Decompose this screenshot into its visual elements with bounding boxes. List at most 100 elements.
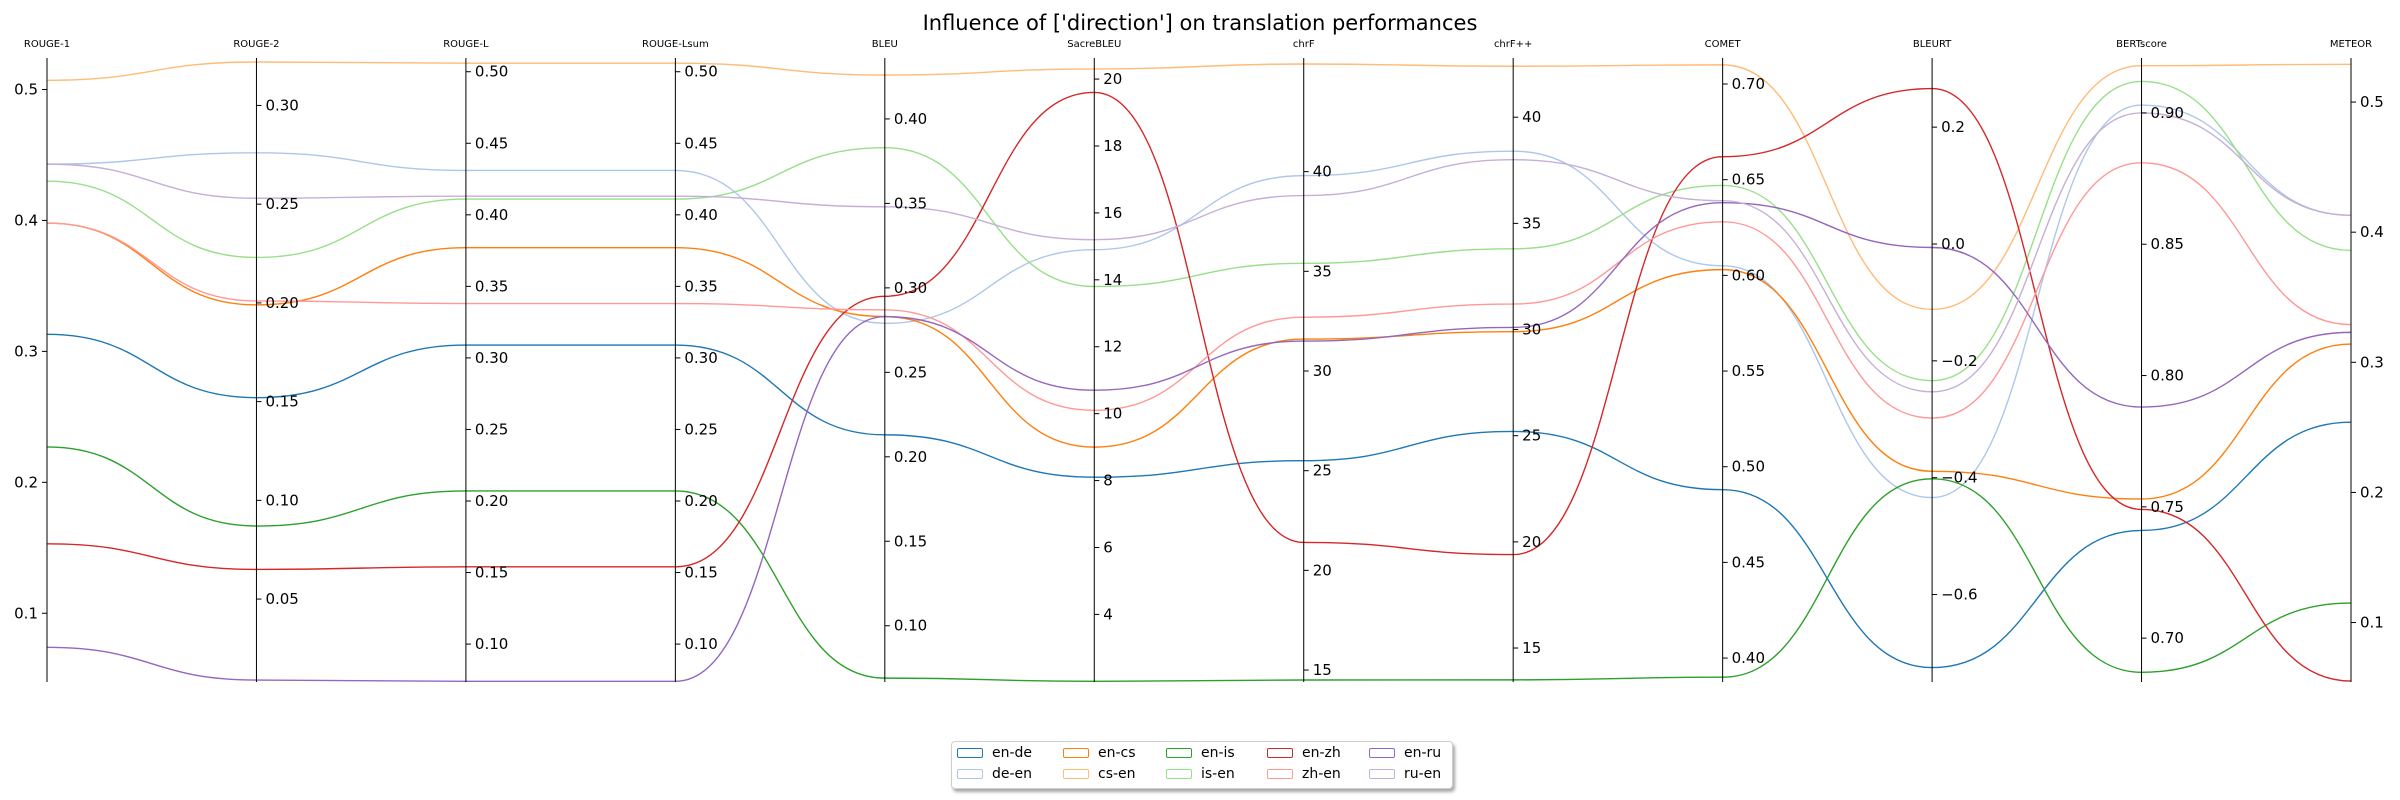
tick-label: 4 — [1103, 605, 1113, 623]
tick-label: 0.15 — [684, 564, 717, 582]
tick-label: 0.45 — [475, 134, 508, 152]
tick-label: −0.6 — [1941, 586, 1977, 604]
series-line-en-zh — [46, 87, 2352, 682]
tick-label: 15 — [1522, 639, 1541, 657]
tick-label: 0.40 — [1732, 649, 1765, 667]
axis-label: SacreBLEU — [1067, 39, 1121, 50]
axis-label: ROUGE-Lsum — [642, 39, 709, 50]
legend-swatch — [1063, 769, 1089, 779]
legend-item-en-de: en-de — [957, 744, 1032, 762]
tick-label: 0.90 — [2151, 104, 2184, 122]
legend-label: ru-en — [1404, 766, 1442, 782]
tick-label: 0.50 — [475, 63, 508, 81]
series-line-en-is — [46, 446, 2352, 683]
legend-swatch — [1063, 748, 1089, 758]
tick-label: 25 — [1313, 462, 1332, 480]
axis-label: BLEU — [872, 39, 898, 50]
tick-label: 0.15 — [894, 532, 927, 550]
tick-label: 0.05 — [265, 590, 298, 608]
tick-label: 40 — [1313, 163, 1332, 181]
legend-item-de-en: de-en — [957, 765, 1032, 783]
legend-swatch — [1369, 769, 1395, 779]
legend-swatch — [957, 769, 983, 779]
series-line-cs-en — [46, 61, 2352, 311]
tick-label: 0.1 — [2360, 614, 2384, 632]
tick-label: 20 — [1103, 70, 1122, 88]
tick-label: 0.4 — [14, 211, 38, 229]
tick-label: 0.30 — [265, 96, 298, 114]
chart-title: Influence of ['direction'] on translatio… — [923, 11, 1478, 35]
legend-label: en-ru — [1404, 745, 1442, 761]
tick-label: 0.35 — [475, 277, 508, 295]
tick-label: 0.35 — [894, 194, 927, 212]
tick-label: 0.30 — [475, 349, 508, 367]
legend-item-ru-en: ru-en — [1369, 765, 1441, 783]
tick-label: 0.80 — [2151, 367, 2184, 385]
legend-item-en-ru: en-ru — [1369, 744, 1441, 762]
axes: ROUGE-1 0.1 0.2 0.3 0.4 0.5 ROUGE-2 0.05 0.10 0.1… — [14, 39, 2384, 682]
tick-label: 0.10 — [475, 635, 508, 653]
legend-swatch — [1166, 769, 1192, 779]
tick-label: 0.10 — [894, 617, 927, 635]
axis-label: chrF — [1293, 39, 1315, 50]
tick-label: 0.60 — [1732, 266, 1765, 284]
tick-label: 0.40 — [684, 206, 717, 224]
tick-label: −0.4 — [1941, 469, 1977, 487]
tick-label: 0.20 — [475, 492, 508, 510]
tick-label: 0.5 — [2360, 93, 2384, 111]
tick-label: 0.30 — [684, 349, 717, 367]
tick-label: 18 — [1103, 137, 1122, 155]
tick-label: 0.65 — [1732, 171, 1765, 189]
series-lines — [46, 61, 2352, 683]
axis-label: chrF++ — [1494, 39, 1532, 50]
tick-label: −0.2 — [1941, 352, 1977, 370]
tick-label: 14 — [1103, 271, 1122, 289]
legend-item-cs-en: cs-en — [1063, 765, 1136, 783]
tick-label: 6 — [1103, 538, 1113, 556]
tick-label: 0.25 — [475, 420, 508, 438]
tick-label: 8 — [1103, 472, 1113, 490]
axis-label: BLEURT — [1913, 39, 1952, 50]
series-line-en-de — [46, 333, 2352, 669]
legend-item-en-cs: en-cs — [1063, 744, 1136, 762]
tick-label: 0.30 — [894, 279, 927, 297]
tick-label: 20 — [1522, 533, 1541, 551]
tick-label: 0.85 — [2151, 235, 2184, 253]
tick-label: 25 — [1522, 427, 1541, 445]
tick-label: 35 — [1522, 214, 1541, 232]
axis-label: BERTscore — [2116, 39, 2167, 50]
tick-label: 0.35 — [684, 277, 717, 295]
tick-label: 20 — [1313, 561, 1332, 579]
axis-label: ROUGE-2 — [233, 39, 279, 50]
legend-label: is-en — [1201, 766, 1235, 782]
legend-swatch — [957, 748, 983, 758]
tick-label: 0.25 — [894, 363, 927, 381]
legend-swatch — [1267, 748, 1293, 758]
tick-label: 0.70 — [1732, 75, 1765, 93]
legend-item-zh-en: zh-en — [1267, 765, 1341, 783]
tick-label: 0.40 — [475, 206, 508, 224]
legend-label: zh-en — [1302, 766, 1341, 782]
legend-label: de-en — [992, 766, 1033, 782]
tick-label: 16 — [1103, 204, 1122, 222]
legend-item-en-is: en-is — [1166, 744, 1235, 762]
series-line-de-en — [46, 104, 2352, 499]
legend-item-is-en: is-en — [1166, 765, 1235, 783]
axis-label: METEOR — [2330, 39, 2372, 50]
tick-label: 0.4 — [2360, 223, 2384, 241]
tick-label: 10 — [1103, 405, 1122, 423]
legend-label: en-cs — [1098, 745, 1136, 761]
legend-label: en-de — [992, 745, 1033, 761]
tick-label: 0.45 — [684, 134, 717, 152]
series-line-zh-en — [46, 162, 2352, 419]
axis-label: ROUGE-L — [443, 39, 489, 50]
legend-label: en-zh — [1302, 745, 1341, 761]
tick-label: 0.25 — [684, 420, 717, 438]
tick-label: 0.2 — [2360, 483, 2384, 501]
tick-label: 0.40 — [894, 110, 927, 128]
tick-label: 30 — [1522, 321, 1541, 339]
tick-label: 0.20 — [265, 294, 298, 312]
legend: en-de de-en en-cs cs-en en-is is-en en-zh zh-en… — [951, 741, 1453, 789]
tick-label: 0.0 — [1941, 235, 1965, 253]
